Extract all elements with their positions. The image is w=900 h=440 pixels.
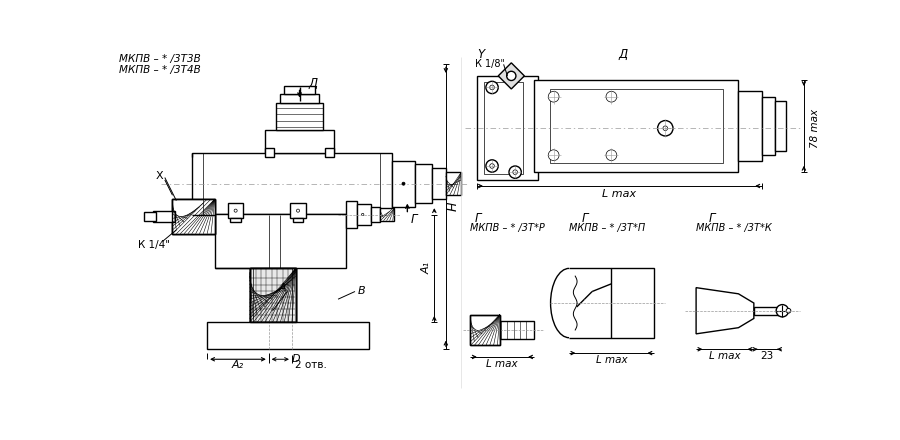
Bar bbox=[249, 268, 296, 322]
Bar bbox=[249, 268, 296, 322]
Circle shape bbox=[490, 85, 494, 90]
Circle shape bbox=[548, 150, 559, 161]
Text: 78 max: 78 max bbox=[810, 109, 820, 148]
Circle shape bbox=[362, 213, 364, 216]
Text: А: А bbox=[279, 282, 286, 293]
Bar bbox=[192, 153, 392, 214]
Bar bbox=[144, 212, 156, 220]
Bar bbox=[173, 199, 215, 234]
Text: D: D bbox=[292, 354, 300, 364]
Bar bbox=[446, 172, 461, 195]
Text: А₁: А₁ bbox=[421, 262, 432, 275]
Bar bbox=[207, 322, 369, 349]
Circle shape bbox=[513, 170, 518, 175]
Circle shape bbox=[507, 71, 516, 81]
Circle shape bbox=[402, 182, 405, 185]
Circle shape bbox=[658, 121, 673, 136]
Text: Г: Г bbox=[708, 212, 715, 225]
Bar bbox=[776, 101, 787, 150]
Bar bbox=[381, 208, 394, 220]
Circle shape bbox=[296, 209, 300, 212]
Bar bbox=[761, 97, 776, 155]
Circle shape bbox=[606, 150, 616, 161]
Circle shape bbox=[486, 160, 499, 172]
Text: Х: Х bbox=[156, 171, 163, 181]
Bar bbox=[739, 91, 761, 161]
Text: МКПВ – * /3Т3В: МКПВ – * /3Т3В bbox=[119, 54, 201, 64]
Bar bbox=[284, 86, 315, 94]
Circle shape bbox=[509, 166, 521, 178]
Bar bbox=[215, 214, 346, 268]
Circle shape bbox=[486, 81, 499, 94]
Bar bbox=[346, 201, 357, 228]
Bar bbox=[173, 199, 215, 234]
Text: Г: Г bbox=[410, 213, 417, 226]
Bar bbox=[230, 218, 241, 222]
Circle shape bbox=[234, 209, 238, 212]
Bar bbox=[471, 315, 500, 345]
Text: А₂: А₂ bbox=[232, 360, 244, 370]
Text: К 1/8": К 1/8" bbox=[475, 59, 505, 70]
Text: L max: L max bbox=[709, 351, 741, 361]
Text: Y: Y bbox=[477, 48, 484, 61]
Bar bbox=[249, 268, 296, 322]
Text: L max: L max bbox=[596, 355, 627, 365]
Circle shape bbox=[663, 126, 668, 131]
Bar bbox=[228, 203, 243, 218]
Text: МКПВ – * /3Т*К: МКПВ – * /3Т*К bbox=[696, 224, 772, 233]
Circle shape bbox=[606, 91, 616, 102]
Bar bbox=[611, 268, 653, 338]
Bar bbox=[415, 165, 432, 203]
Bar bbox=[432, 168, 446, 199]
Bar bbox=[477, 76, 538, 180]
Circle shape bbox=[787, 308, 791, 313]
Polygon shape bbox=[696, 288, 754, 334]
Text: Г: Г bbox=[581, 212, 588, 225]
Text: L max: L max bbox=[602, 189, 636, 199]
Bar bbox=[153, 211, 175, 222]
Text: МКПВ – * /3Т4В: МКПВ – * /3Т4В bbox=[119, 65, 201, 75]
Text: Г: Г bbox=[475, 212, 482, 225]
Bar bbox=[325, 147, 334, 157]
Bar bbox=[292, 218, 303, 222]
Text: L max: L max bbox=[486, 359, 518, 369]
Text: В: В bbox=[357, 286, 365, 297]
Text: МКПВ – * /3Т*Р: МКПВ – * /3Т*Р bbox=[471, 224, 545, 233]
Circle shape bbox=[548, 91, 559, 102]
Text: Д: Д bbox=[618, 48, 627, 61]
Text: МКПВ – * /3Т*П: МКПВ – * /3Т*П bbox=[569, 224, 645, 233]
Text: 2 отв.: 2 отв. bbox=[295, 360, 327, 370]
Text: Д: Д bbox=[309, 77, 318, 90]
Bar bbox=[754, 307, 781, 315]
Text: Н: Н bbox=[447, 202, 460, 212]
Text: К 1/4": К 1/4" bbox=[138, 240, 170, 250]
Bar bbox=[371, 207, 381, 222]
Polygon shape bbox=[499, 63, 525, 89]
Bar bbox=[500, 321, 535, 339]
Bar bbox=[392, 161, 415, 207]
Circle shape bbox=[490, 164, 494, 168]
Bar bbox=[550, 89, 723, 163]
Circle shape bbox=[776, 304, 788, 317]
Bar bbox=[173, 199, 215, 234]
Bar bbox=[535, 80, 739, 172]
Bar bbox=[291, 203, 306, 218]
Bar bbox=[357, 205, 371, 224]
Bar bbox=[484, 82, 523, 174]
Text: 23: 23 bbox=[760, 351, 774, 361]
Bar bbox=[265, 147, 274, 157]
Bar bbox=[249, 268, 296, 322]
Bar bbox=[280, 94, 319, 103]
Bar bbox=[276, 103, 322, 130]
Bar bbox=[265, 130, 334, 153]
Bar bbox=[471, 315, 500, 345]
